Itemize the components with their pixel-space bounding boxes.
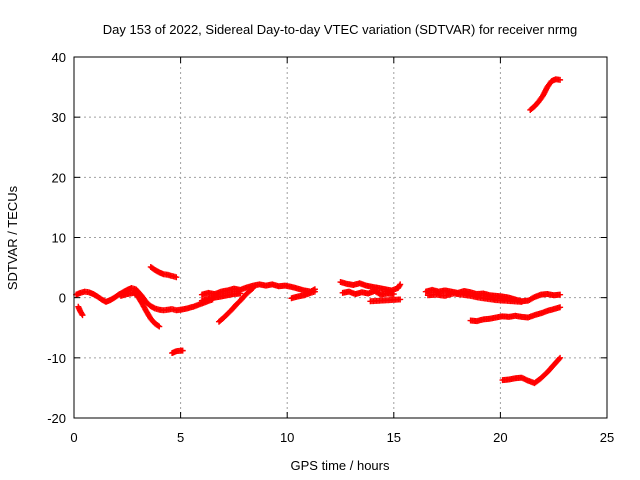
axis-ticks <box>73 56 608 419</box>
data-point <box>518 298 525 305</box>
y-axis-label: SDTVAR / TECUs <box>5 185 20 290</box>
data-point-fill <box>396 282 403 289</box>
data-point <box>397 281 404 288</box>
y-tick-label: 40 <box>52 50 66 65</box>
data-point <box>179 347 186 354</box>
y-tick-label: 20 <box>52 170 66 185</box>
x-tick-label: 5 <box>177 430 184 445</box>
data-point <box>397 296 404 303</box>
data-point <box>173 274 180 281</box>
data-point-fill <box>78 310 85 317</box>
x-tick-label: 15 <box>387 430 401 445</box>
data-point <box>79 312 86 319</box>
y-tick-labels: -20 -10 0 10 20 30 40 <box>47 50 66 426</box>
data-point <box>250 285 257 292</box>
x-tick-label: 20 <box>493 430 507 445</box>
y-tick-label: 10 <box>52 231 66 246</box>
x-axis-label: GPS time / hours <box>291 458 390 473</box>
y-tick-label: 0 <box>59 291 66 306</box>
data-point-fill <box>155 322 162 329</box>
data-point <box>237 290 244 297</box>
data-point <box>557 291 564 298</box>
data-point <box>390 291 397 298</box>
data-points <box>73 76 564 387</box>
data-point-fill <box>556 355 563 362</box>
data-point <box>557 76 564 83</box>
data-point <box>557 354 564 361</box>
y-tick-label: -20 <box>47 411 66 426</box>
x-tick-label: 10 <box>280 430 294 445</box>
y-tick-label: -10 <box>47 351 66 366</box>
gridlines <box>74 57 607 418</box>
x-tick-labels: 0 5 10 15 20 25 <box>70 430 614 445</box>
x-tick-label: 0 <box>70 430 77 445</box>
data-point <box>156 323 163 330</box>
data-point <box>311 288 318 295</box>
data-point <box>557 304 564 311</box>
chart-title: Day 153 of 2022, Sidereal Day-to-day VTE… <box>103 22 577 37</box>
y-tick-label: 30 <box>52 110 66 125</box>
x-tick-label: 25 <box>600 430 614 445</box>
data-point-fill <box>249 285 256 292</box>
